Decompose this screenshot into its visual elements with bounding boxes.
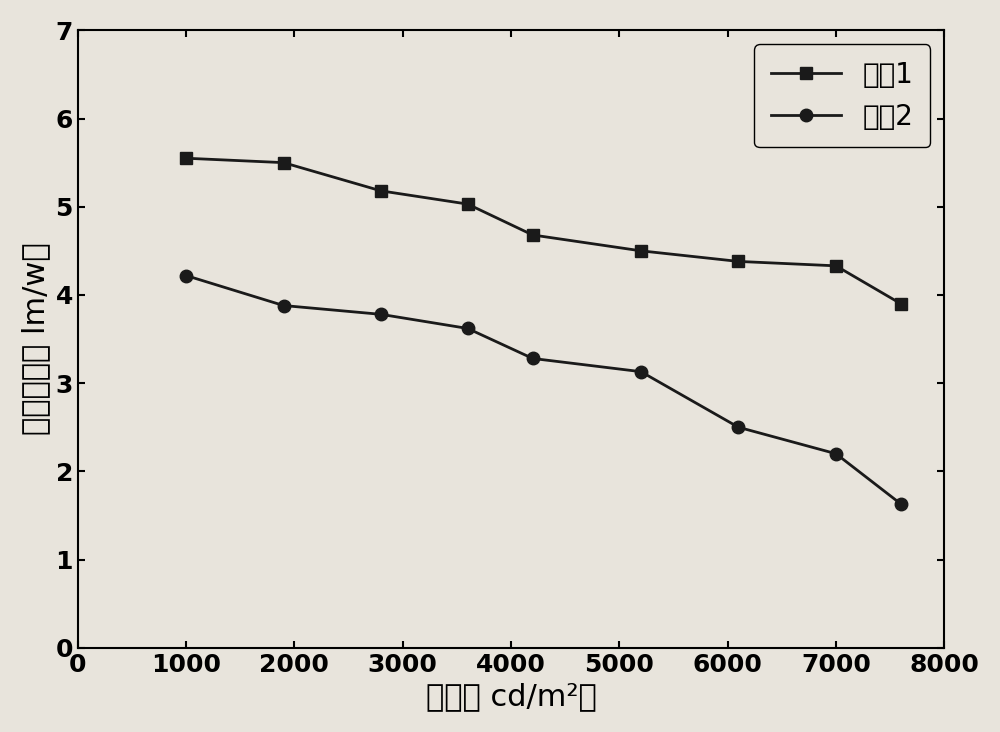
Line: 曲煳2: 曲煳2 xyxy=(180,269,907,510)
曲煳1 xyxy=(375,187,387,195)
Y-axis label: 流明效率（ lm/w）: 流明效率（ lm/w） xyxy=(21,243,50,436)
曲煳1 xyxy=(180,154,192,163)
曲煳1 xyxy=(527,231,539,239)
Legend: 曲煳1, 曲煳2: 曲煳1, 曲煳2 xyxy=(754,44,930,147)
曲煳2 xyxy=(462,324,474,333)
Line: 曲煳1: 曲煳1 xyxy=(180,152,907,310)
曲煳2 xyxy=(375,310,387,318)
曲煳2 xyxy=(830,449,842,458)
曲煳2 xyxy=(278,301,290,310)
曲煳2 xyxy=(732,423,744,432)
曲煳1 xyxy=(830,261,842,270)
X-axis label: 亮度（ cd/m²）: 亮度（ cd/m²） xyxy=(426,682,596,712)
曲煳1 xyxy=(462,200,474,209)
曲煳2 xyxy=(895,499,907,508)
曲煳1 xyxy=(895,299,907,308)
曲煳1 xyxy=(732,257,744,266)
曲煳2 xyxy=(527,354,539,363)
曲煳1 xyxy=(278,158,290,167)
曲煳1 xyxy=(635,247,647,255)
曲煳2 xyxy=(180,271,192,280)
曲煳2 xyxy=(635,367,647,376)
